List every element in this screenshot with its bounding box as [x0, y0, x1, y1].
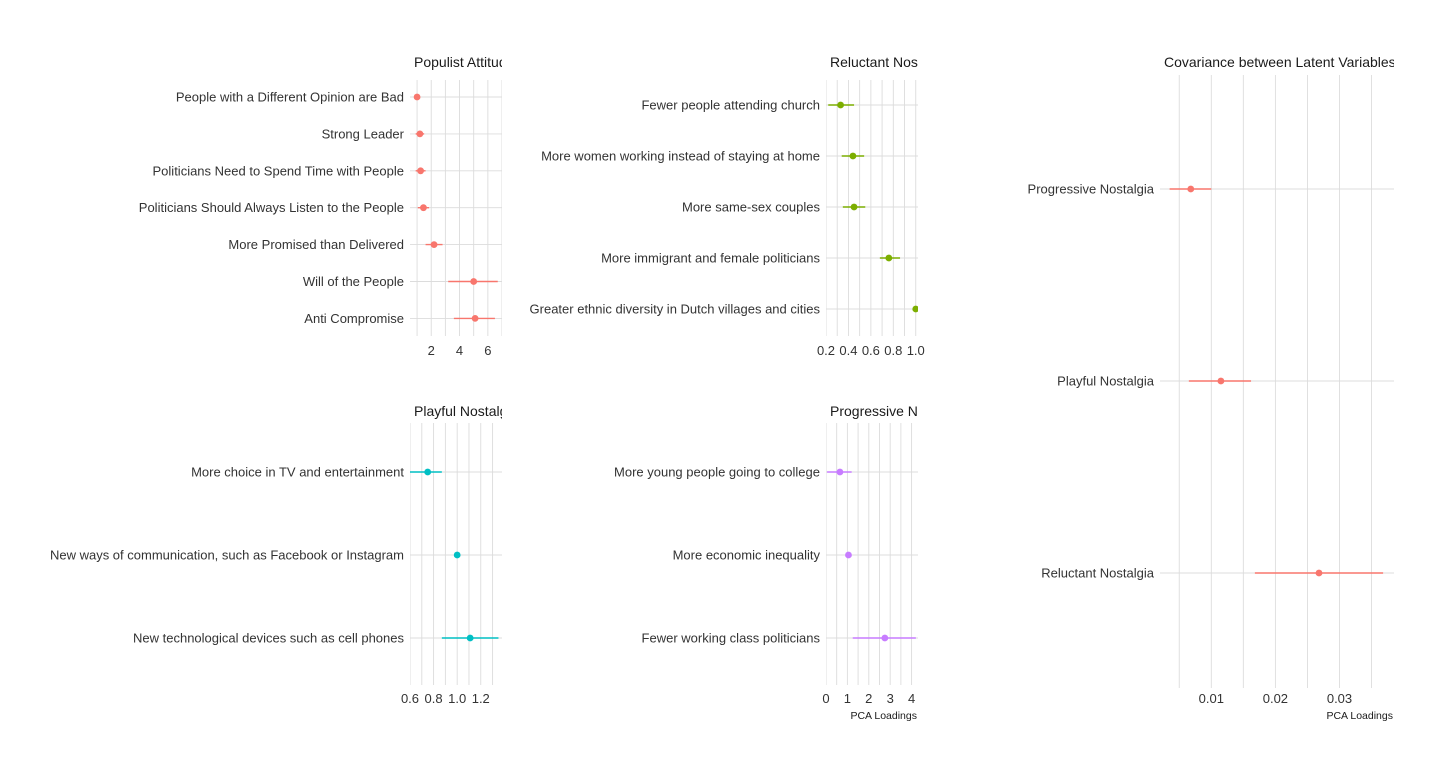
panel-title: Playful Nostalgia: [414, 403, 518, 419]
panel-title: Progressive Nostalgia: [830, 403, 966, 419]
plot-area: [1160, 75, 1394, 688]
data-point: [912, 305, 918, 313]
x-tick-label: 0.01: [1199, 691, 1224, 706]
panel-title: Reluctant Nostalgia: [830, 54, 952, 70]
x-tick-label: 3: [887, 691, 894, 706]
category-label: More young people going to college: [614, 465, 820, 480]
category-label: Will of the People: [303, 274, 404, 289]
data-point: [430, 241, 438, 249]
category-label: More women working instead of staying at…: [541, 149, 820, 164]
x-tick-label: 0.2: [817, 343, 835, 358]
x-tick-label: 4: [456, 343, 463, 358]
x-tick-label: 0.8: [884, 343, 902, 358]
x-tick-label: 0.8: [425, 691, 443, 706]
x-axis-label: PCA Loadings: [1326, 710, 1393, 722]
panel-3: More choice in TV and entertainment New w…: [50, 403, 518, 706]
category-label: Strong Leader: [322, 126, 405, 141]
category-label: People with a Different Opinion are Bad: [176, 90, 404, 105]
category-label: Fewer people attending church: [641, 98, 820, 113]
data-point: [413, 93, 421, 101]
category-label: Politicians Should Always Listen to the …: [139, 200, 404, 215]
panel-title: Populist Attitudes: [414, 54, 521, 70]
category-label: More economic inequality: [673, 548, 821, 563]
category-label: More immigrant and female politicians: [601, 251, 820, 266]
x-tick-label: 4: [908, 691, 915, 706]
x-tick-label: 2: [865, 691, 872, 706]
plot-area: [826, 80, 918, 336]
x-tick-label: 1.0: [907, 343, 925, 358]
category-label: Greater ethnic diversity in Dutch villag…: [530, 302, 821, 317]
category-label: More same-sex couples: [682, 200, 820, 215]
category-label: More Promised than Delivered: [228, 237, 404, 252]
data-point: [837, 101, 844, 109]
data-point: [885, 254, 893, 262]
x-tick-label: 0.03: [1327, 691, 1352, 706]
x-tick-label: 0: [822, 691, 829, 706]
x-tick-label: 1.0: [448, 691, 466, 706]
x-tick-label: 0.6: [401, 691, 419, 706]
x-tick-label: 1.2: [472, 691, 490, 706]
plot-area: [826, 423, 918, 685]
data-point: [881, 634, 889, 642]
x-axis-label: PCA Loadings: [850, 710, 917, 722]
data-point: [849, 152, 857, 160]
data-point: [470, 278, 478, 285]
category-label: Reluctant Nostalgia: [1041, 566, 1154, 581]
plot-area: [410, 423, 502, 685]
data-point: [424, 468, 432, 476]
data-point: [836, 468, 844, 476]
data-point: [420, 204, 427, 212]
category-label: Playful Nostalgia: [1057, 374, 1155, 389]
x-tick-label: 0.6: [862, 343, 880, 358]
data-point: [1217, 377, 1225, 385]
data-point: [453, 551, 461, 559]
x-tick-label: 1: [844, 691, 851, 706]
data-point: [1315, 569, 1323, 577]
x-tick-label: 6: [484, 343, 491, 358]
data-point: [845, 551, 852, 559]
panel-2: Fewer people attending church More women …: [530, 54, 952, 358]
data-point: [466, 634, 474, 642]
data-point: [416, 130, 424, 138]
panel-1: People with a Different Opinion are Bad S…: [139, 54, 521, 358]
category-label: Progressive Nostalgia: [1028, 182, 1155, 197]
data-point: [850, 203, 858, 211]
category-label: New technological devices such as cell p…: [133, 631, 404, 646]
data-point: [471, 315, 479, 322]
panel-title: Covariance between Latent Variables and …: [1164, 54, 1440, 70]
plot-area: [410, 80, 502, 336]
category-label: More choice in TV and entertainment: [191, 465, 404, 480]
category-label: Fewer working class politicians: [642, 631, 821, 646]
x-tick-label: 0.02: [1263, 691, 1288, 706]
category-label: Anti Compromise: [304, 311, 404, 326]
data-point: [1187, 185, 1195, 193]
category-label: Politicians Need to Spend Time with Peop…: [153, 163, 404, 178]
x-tick-label: 2: [428, 343, 435, 358]
panel-4: More young people going to college More e…: [614, 403, 966, 722]
category-label: New ways of communication, such as Faceb…: [50, 548, 404, 563]
data-point: [417, 167, 425, 175]
panel-5: Progressive Nostalgia Playful Nostalgia Re…: [1028, 54, 1440, 722]
x-tick-label: 0.4: [839, 343, 857, 358]
